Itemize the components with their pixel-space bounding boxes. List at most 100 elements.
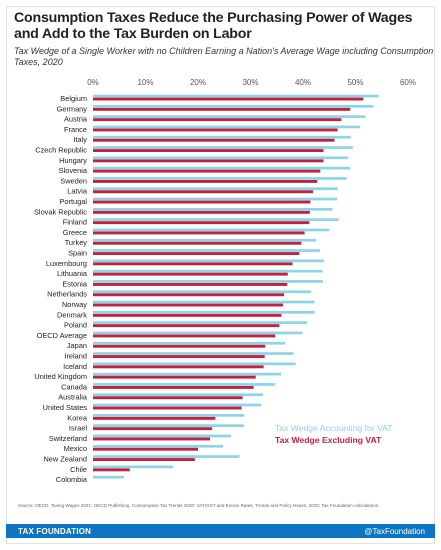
category-label: Japan	[67, 341, 87, 350]
bar-excl-vat	[93, 447, 198, 451]
category-label: Denmark	[57, 310, 87, 319]
bar-vat	[93, 166, 351, 170]
bar-vat	[93, 94, 379, 98]
bar-excl-vat	[93, 128, 338, 132]
category-label: Korea	[67, 413, 88, 422]
bar-excl-vat	[93, 334, 276, 338]
bar-excl-vat	[93, 468, 130, 472]
bar-excl-vat	[93, 118, 342, 122]
category-label: Austria	[64, 115, 88, 124]
bar-excl-vat	[93, 210, 310, 214]
bar-excl-vat	[93, 365, 264, 369]
category-label: Luxembourg	[46, 259, 87, 268]
footer-bar: TAX FOUNDATION @TaxFoundation	[6, 524, 435, 538]
legend-excl-vat: Tax Wedge Excluding VAT	[275, 435, 382, 445]
bar-vat	[93, 259, 324, 263]
bar-vat	[93, 197, 338, 201]
bar-vat	[93, 238, 317, 242]
category-label: Canada	[61, 382, 88, 391]
bar-vat	[93, 115, 366, 118]
category-label: OECD Average	[37, 331, 87, 340]
category-label: Finland	[63, 218, 87, 227]
bar-excl-vat	[93, 313, 282, 317]
bar-vat	[93, 177, 347, 180]
bar-vat	[93, 228, 330, 232]
category-label: Ireland	[64, 352, 87, 361]
bar-vat	[93, 269, 323, 273]
bar-excl-vat	[93, 396, 243, 400]
category-label: France	[64, 125, 87, 134]
bar-vat	[93, 125, 361, 129]
source-footnote: Source: OECD, Taxing Wages 2021; OECD Pu…	[18, 503, 380, 508]
bar-vat	[93, 135, 351, 139]
category-label: Colombia	[56, 475, 88, 484]
legend-vat: Tax Wedge Accounting for VAT	[275, 423, 393, 433]
category-label: Portugal	[59, 197, 87, 206]
chart-title: Consumption Taxes Reduce the Purchasing …	[14, 10, 413, 42]
category-label: Australia	[58, 393, 88, 402]
bar-vat	[93, 290, 311, 294]
category-label: Slovenia	[59, 166, 88, 175]
bar-excl-vat	[93, 262, 293, 266]
bar-vat	[93, 434, 232, 438]
bar-excl-vat	[93, 200, 311, 204]
bar-vat	[93, 300, 315, 304]
x-tick-label: 40%	[295, 78, 311, 87]
bar-vat	[93, 362, 296, 366]
bar-excl-vat	[93, 221, 310, 225]
category-label: New Zealand	[43, 455, 87, 464]
bar-excl-vat	[93, 231, 305, 235]
bar-excl-vat	[93, 283, 288, 286]
category-label: Sweden	[60, 176, 87, 185]
bar-vat	[93, 393, 264, 397]
bar-excl-vat	[93, 149, 324, 152]
category-label: Latvia	[67, 187, 88, 196]
x-tick-label: 60%	[400, 78, 416, 87]
category-label: Italy	[73, 135, 87, 144]
category-label: Switzerland	[49, 434, 87, 443]
category-label: Poland	[64, 321, 87, 330]
bar-excl-vat	[93, 355, 265, 358]
bar-excl-vat	[93, 272, 288, 276]
category-label: Hungary	[59, 156, 87, 165]
category-label: United Kingdom	[34, 372, 87, 381]
bar-vat	[93, 424, 245, 427]
category-label: Turkey	[65, 238, 88, 247]
bar-excl-vat	[93, 241, 302, 245]
bar-excl-vat	[93, 180, 318, 183]
bar-excl-vat	[93, 375, 256, 379]
x-tick-label: 0%	[87, 78, 99, 87]
bar-excl-vat	[93, 416, 216, 420]
bar-excl-vat	[93, 324, 280, 328]
bar-vat	[93, 372, 281, 376]
bar-excl-vat	[93, 190, 313, 194]
category-label: Norway	[62, 300, 87, 309]
bar-excl-vat	[93, 303, 284, 307]
x-tick-label: 20%	[190, 78, 206, 87]
bar-vat	[93, 352, 294, 355]
category-label: Germany	[57, 104, 88, 113]
category-label: Estonia	[62, 279, 88, 288]
bar-excl-vat	[93, 458, 195, 461]
bar-excl-vat	[93, 169, 321, 173]
bar-excl-vat	[93, 252, 300, 255]
bar-vat	[93, 105, 374, 108]
category-label: Czech Republic	[35, 146, 87, 155]
bar-vat	[93, 475, 124, 479]
bar-vat	[93, 321, 308, 324]
bar-vat	[93, 444, 224, 448]
category-label: Greece	[63, 228, 87, 237]
category-label: Israel	[69, 424, 87, 433]
bar-vat	[93, 383, 276, 386]
bar-vat	[93, 280, 323, 283]
category-label: Chile	[70, 465, 87, 474]
bar-excl-vat	[93, 427, 213, 431]
bar-vat	[93, 156, 349, 160]
footer-handle[interactable]: @TaxFoundation	[364, 527, 425, 536]
bar-excl-vat	[93, 107, 351, 111]
category-label: Belgium	[60, 94, 87, 103]
footer-org: TAX FOUNDATION	[18, 527, 92, 536]
bar-excl-vat	[93, 159, 324, 163]
category-label: Iceland	[63, 362, 87, 371]
